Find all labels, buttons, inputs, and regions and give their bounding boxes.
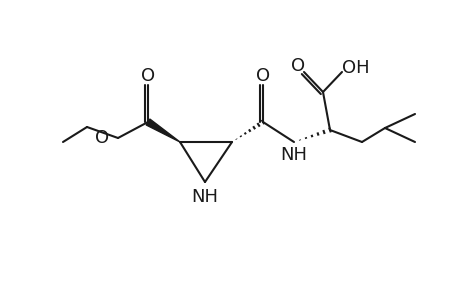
Text: NH: NH — [280, 146, 307, 164]
Text: OH: OH — [341, 59, 369, 77]
Text: O: O — [290, 57, 304, 75]
Polygon shape — [146, 119, 179, 142]
Text: O: O — [95, 129, 109, 147]
Text: NH: NH — [191, 188, 218, 206]
Text: O: O — [255, 67, 269, 85]
Text: O: O — [140, 67, 155, 85]
